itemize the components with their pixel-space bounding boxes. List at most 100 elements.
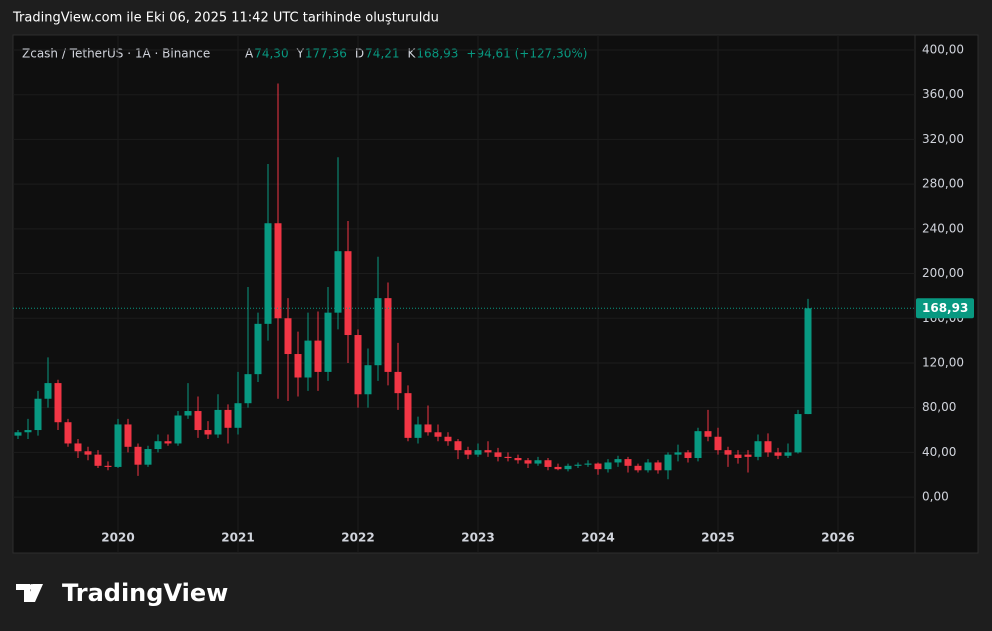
- candle-body: [594, 463, 602, 470]
- chart-title: Zcash / TetherUS · 1A · Binance: [22, 47, 210, 61]
- candle-body: [184, 411, 192, 416]
- legend-value: 177,36: [305, 47, 347, 61]
- candle-body: [344, 251, 352, 336]
- x-tick-label: 2020: [101, 531, 134, 545]
- candle-body: [234, 403, 242, 428]
- candle-body: [644, 462, 652, 471]
- candle-body: [94, 454, 102, 466]
- candle-body: [504, 456, 512, 458]
- candle-body: [764, 441, 772, 453]
- candle-body: [14, 432, 22, 436]
- candle-body: [604, 462, 612, 470]
- candle-body: [744, 454, 752, 457]
- candle-body: [54, 383, 62, 423]
- candle-body: [314, 340, 322, 372]
- candle-body: [704, 431, 712, 437]
- candle-body: [374, 298, 382, 366]
- candle-body: [164, 441, 172, 444]
- candle-body: [34, 398, 42, 431]
- y-tick-label: 320,00: [922, 132, 964, 146]
- candle-body: [664, 454, 672, 471]
- y-tick-label: 200,00: [922, 266, 964, 280]
- candle-body: [494, 452, 502, 457]
- candle-body: [544, 460, 552, 467]
- y-tick-label: 40,00: [922, 445, 956, 459]
- y-tick-label: 400,00: [922, 42, 964, 56]
- candle-body: [114, 424, 122, 467]
- candle-body: [224, 409, 232, 428]
- candle-body: [104, 465, 112, 467]
- candle-body: [794, 414, 802, 453]
- candle-body: [124, 424, 132, 447]
- candle-body: [144, 449, 152, 465]
- candle-body: [404, 393, 412, 438]
- candle-body: [154, 441, 162, 450]
- y-tick-label: 360,00: [922, 87, 964, 101]
- logo-mark: [16, 584, 43, 602]
- x-tick-label: 2025: [701, 531, 734, 545]
- x-tick-label: 2023: [461, 531, 494, 545]
- legend-value: 74,21: [365, 47, 399, 61]
- candle-body: [214, 409, 222, 435]
- candle-body: [44, 383, 52, 399]
- legend-label: D: [355, 47, 364, 61]
- legend-label: K: [408, 47, 417, 61]
- brand: TradingView: [62, 579, 228, 607]
- header: TradingView.com ile Eki 06, 2025 11:42 U…: [12, 11, 439, 26]
- chart-panel: [12, 34, 979, 554]
- candle-body: [134, 446, 142, 465]
- candle-body: [274, 223, 282, 319]
- candle-body: [174, 415, 182, 444]
- candle-body: [684, 452, 692, 458]
- candle-body: [564, 465, 572, 470]
- candle-body: [354, 335, 362, 395]
- legend-value: 168,93: [416, 47, 458, 61]
- candle-body: [734, 454, 742, 458]
- candle-body: [74, 443, 82, 452]
- candle-body: [84, 451, 92, 455]
- legend-change: +94,61 (+127,30%): [466, 47, 587, 61]
- candle-body: [254, 323, 262, 375]
- candle-body: [334, 251, 342, 313]
- candle-body: [444, 436, 452, 442]
- candle-body: [434, 432, 442, 437]
- candle-body: [584, 463, 592, 465]
- candle-body: [244, 374, 252, 404]
- y-tick-label: 80,00: [922, 400, 956, 414]
- candle-body: [424, 424, 432, 433]
- candle-body: [194, 411, 202, 431]
- candle-body: [714, 436, 722, 451]
- x-tick-label: 2026: [821, 531, 854, 545]
- legend-value: 74,30: [254, 47, 288, 61]
- y-tick-label: 280,00: [922, 177, 964, 191]
- last-price-label: 168,93: [922, 301, 968, 315]
- candle-body: [454, 441, 462, 451]
- candle-body: [674, 452, 682, 455]
- candle-body: [694, 431, 702, 458]
- candle-body: [64, 422, 72, 444]
- candle-body: [264, 223, 272, 324]
- legend-label: A: [245, 47, 254, 61]
- candle-body: [724, 450, 732, 455]
- candle-body: [24, 430, 32, 433]
- candle-body: [554, 466, 562, 470]
- x-tick-label: 2022: [341, 531, 374, 545]
- candle-body: [574, 464, 582, 466]
- candle-body: [414, 424, 422, 438]
- legend-label: Y: [296, 47, 305, 61]
- candle-body: [464, 450, 472, 455]
- candle-body: [654, 462, 662, 471]
- logo-dot: [29, 584, 35, 590]
- x-tick-label: 2024: [581, 531, 614, 545]
- candle-body: [634, 465, 642, 471]
- candle-body: [804, 308, 812, 415]
- ohlc-legend: Zcash / TetherUS · 1A · Binance A 74,30 Y 17…: [22, 47, 587, 61]
- candle-body: [474, 450, 482, 455]
- candle-body: [324, 312, 332, 372]
- candle-body: [284, 318, 292, 355]
- y-tick-label: 120,00: [922, 355, 964, 369]
- y-tick-label: 0,00: [922, 490, 949, 504]
- logo: TradingView: [16, 579, 228, 607]
